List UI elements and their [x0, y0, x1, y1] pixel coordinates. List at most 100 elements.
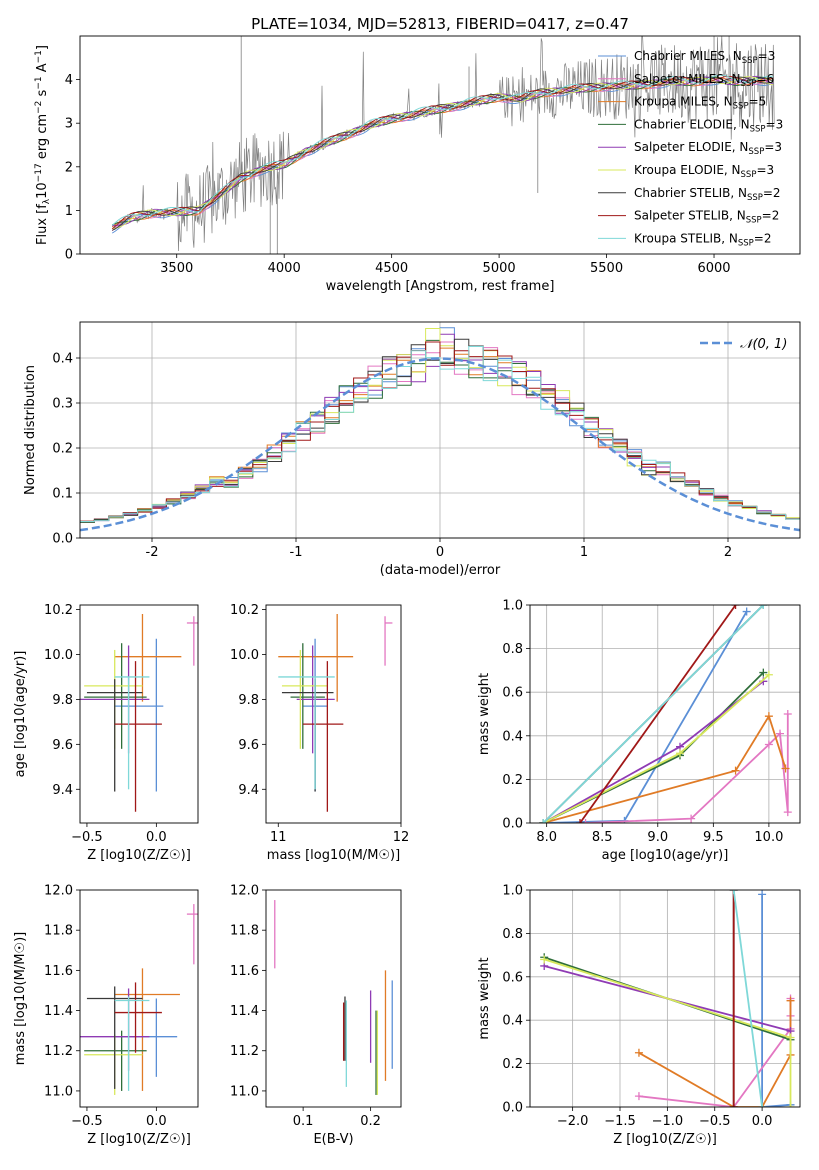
tick-label-x: 4000 — [268, 261, 301, 276]
legend-label-value: =5 — [749, 95, 767, 109]
y-axis-label-part: 10 — [35, 182, 50, 199]
model-line-chabrier_stelib — [111, 76, 774, 231]
tick-label-y: 11.6 — [230, 964, 259, 979]
y-axis-label-part: λ — [42, 198, 52, 204]
legend-label-normal: 𝒩(0, 1) — [740, 337, 787, 352]
tick-label-x: 12 — [393, 830, 410, 845]
tick-label-y: 11.0 — [230, 1084, 259, 1099]
tick-label-x: 8.5 — [592, 830, 613, 845]
tick-label-x: 2 — [724, 545, 732, 560]
x-axis-label: wavelength [Angstrom, rest frame] — [326, 279, 555, 294]
histogram-kroupa_stelib — [80, 346, 800, 522]
tick-label-y: 10.2 — [44, 603, 73, 618]
y-axis-label: Flux [fλ10−17 erg cm−2 s−1 A−1] — [34, 45, 52, 245]
weight-marker-salpeter_miles — [687, 814, 696, 823]
weight-line-kroupa_miles — [543, 714, 787, 823]
tick-label-y: 0 — [65, 248, 73, 263]
tick-label-y: 1.0 — [502, 884, 523, 899]
tick-label-y: 0.8 — [502, 642, 523, 657]
tick-label-x: 3500 — [160, 261, 193, 276]
x-axis-label: mass [log10(M/M☉)] — [267, 848, 400, 863]
tick-label-y: 9.6 — [238, 738, 259, 753]
tick-label-y: 0.6 — [502, 970, 523, 985]
legend-label-text: Salpeter ELODIE, N — [634, 140, 748, 154]
tick-label-x: -1 — [290, 545, 303, 560]
tick-label-y: 10.0 — [230, 648, 259, 663]
tick-label-y: 0.0 — [502, 817, 523, 832]
tick-label-y: 11.4 — [44, 1004, 73, 1019]
legend-label-text: Salpeter STELIB, N — [634, 209, 746, 223]
y-axis-label-part: −17 — [34, 163, 44, 182]
y-axis-label-part: −2 — [34, 101, 44, 114]
weight-line-kroupa_elodie — [542, 674, 770, 823]
tick-label-x: 0.0 — [146, 1114, 167, 1129]
legend-label-value: =6 — [756, 72, 774, 86]
tick-label-y: 9.4 — [238, 783, 259, 798]
legend-label-sub: SSP — [742, 56, 758, 66]
tick-label-x: 10.0 — [754, 830, 783, 845]
legend-label: Chabrier STELIB, NSSP=2 — [634, 186, 781, 203]
mass_weight_vs_age-axes: 8.0 8.5 9.0 9.5 10.0 0.0 0.2 0.4 0.6 0.8 1.0 — [502, 599, 800, 845]
legend-label-sub: SSP — [747, 193, 763, 203]
weight-line-kroupa_stelib — [732, 890, 763, 1107]
weight-marker-kroupa_miles — [731, 766, 740, 775]
tick-label-x: 6000 — [697, 261, 730, 276]
weight-marker-chabrier_miles — [758, 890, 767, 899]
weight-marker-kroupa_elodie — [676, 749, 684, 758]
tick-label-y: 9.4 — [52, 783, 73, 798]
tick-label-x: 8.0 — [536, 830, 557, 845]
age_vs_mass-axes: 11 12 9.4 9.6 9.8 10.0 10.2 — [230, 603, 409, 845]
tick-label-y: 4 — [65, 73, 73, 88]
weight-marker-salpeter_miles — [634, 1092, 643, 1101]
weight-line-kroupa_stelib — [542, 605, 764, 823]
legend-label-value: =3 — [764, 140, 782, 154]
mass_weight_vs_Z-frame — [529, 889, 801, 1108]
x-axis-label: E(B-V) — [313, 1132, 353, 1147]
y-axis-label-part: s — [35, 89, 50, 100]
tick-label-y: 0.2 — [52, 442, 73, 457]
weight-marker-kroupa_miles — [781, 764, 790, 773]
x-axis-label: Z [log10(Z/Z☉)] — [613, 1132, 717, 1147]
age_vs_mass-plot — [278, 613, 393, 812]
y-axis-label-part: ] — [35, 45, 50, 50]
legend-label: Kroupa ELODIE, NSSP=3 — [634, 163, 774, 180]
mass_vs_Z-axes: −0.5 0.0 11.0 11.2 11.4 11.6 11.8 12.0 — [44, 884, 167, 1130]
tick-label-x: −2.0 — [557, 1114, 589, 1129]
weight-marker-chabrier_elodie — [759, 668, 768, 677]
model-line-salpeter_elodie — [112, 75, 774, 227]
tick-label-x: −0.5 — [699, 1114, 731, 1129]
histogram-plot — [80, 327, 800, 532]
legend-label: Chabrier MILES, NSSP=3 — [634, 49, 775, 66]
tick-label-x: −1.5 — [604, 1114, 636, 1129]
tick-label-y: 0.4 — [52, 352, 73, 367]
legend-label-value: =2 — [754, 231, 772, 245]
weight-marker-kroupa_miles — [786, 996, 795, 1005]
tick-label-x: -2 — [146, 545, 159, 560]
age_vs_Z-plot — [80, 613, 198, 812]
tick-label-x: 5500 — [590, 261, 623, 276]
spectrum-axes: 3500 4000 4500 5000 5500 6000 0 1 2 3 4 — [65, 73, 731, 276]
spectrum-plot — [111, 36, 775, 254]
legend-label-text: Chabrier MILES, N — [634, 49, 742, 63]
weight-marker-salpeter_miles — [581, 819, 590, 823]
weight-marker-chabrier_miles — [742, 607, 751, 616]
legend-label-value: =3 — [756, 163, 774, 177]
weight-marker-kroupa_stelib — [729, 890, 738, 894]
mass_weight_vs_age-frame — [529, 604, 801, 824]
tick-label-y: 9.8 — [238, 693, 259, 708]
weight-marker-salpeter_stelib — [576, 819, 584, 823]
legend-label-text: Kroupa ELODIE, N — [634, 163, 741, 177]
legend-label-text: Chabrier ELODIE, N — [634, 117, 750, 131]
tick-label-x: −0.5 — [71, 830, 103, 845]
weight-marker-salpeter_miles — [764, 740, 773, 749]
y-axis-label: mass weight — [477, 957, 492, 1039]
legend-label: Chabrier ELODIE, NSSP=3 — [634, 117, 783, 134]
y-axis-label: mass [log10(M/M☉)] — [13, 932, 28, 1065]
y-axis-label-part: −1 — [34, 50, 44, 63]
legend-label-sub: SSP — [741, 79, 757, 89]
tick-label-y: 0.2 — [502, 1057, 523, 1072]
tick-label-y: 0.0 — [52, 532, 73, 547]
weight-marker-salpeter_stelib — [729, 1103, 738, 1107]
weight-marker-kroupa_elodie — [786, 1033, 795, 1042]
